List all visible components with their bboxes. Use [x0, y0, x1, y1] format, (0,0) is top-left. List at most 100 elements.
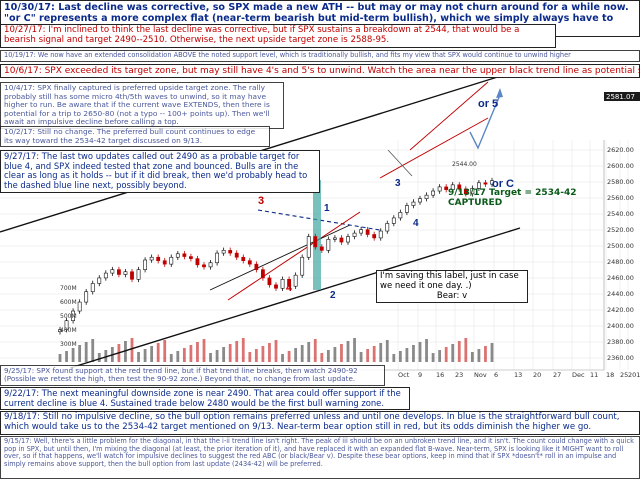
volume-bar — [150, 346, 154, 362]
saving-label-note: I'm saving this label, just in case we n… — [376, 270, 528, 304]
price-tag-bg — [604, 92, 640, 101]
candle-body — [280, 279, 285, 289]
volume-bar — [261, 346, 265, 362]
volume-bar — [65, 351, 68, 362]
low-tag: 2544.00 — [452, 161, 477, 168]
candle-body — [437, 186, 442, 192]
lower-black-trendline — [69, 227, 521, 369]
volume-bar — [156, 343, 160, 362]
volume-bar — [281, 354, 284, 362]
candle-body — [123, 271, 128, 275]
wave-label-3: 3 — [395, 178, 401, 189]
projection-arrowhead — [496, 88, 503, 98]
candle-body — [450, 184, 455, 190]
y-tick-label: 2600.00 — [607, 162, 634, 170]
candle-body — [182, 253, 187, 257]
volume-bar — [163, 340, 167, 362]
candle-body — [241, 256, 246, 261]
volume-bar — [71, 348, 75, 362]
candle-body — [71, 310, 75, 321]
y-tick-label: 2560.00 — [607, 194, 634, 202]
x-tick-label: 2018 — [628, 371, 640, 379]
volume-bar — [248, 352, 252, 362]
teal-zone — [313, 180, 321, 290]
candle-body — [424, 194, 429, 199]
x-tick-label: 9 — [418, 371, 422, 379]
candle-body — [365, 229, 370, 235]
volume-bar — [104, 350, 108, 362]
candle-body — [254, 263, 259, 270]
volume-bar — [196, 342, 199, 362]
candle-body — [313, 236, 318, 248]
x-tick-label: 13 — [514, 371, 522, 379]
candle-body — [234, 252, 239, 258]
candle-body — [84, 291, 89, 303]
candle-body — [117, 269, 121, 275]
candle-body — [274, 284, 278, 289]
wave-label-orC: or C — [492, 178, 514, 190]
volume-bars — [58, 338, 494, 362]
candle-body — [444, 186, 449, 190]
price-tag: 2581.07 — [606, 93, 635, 101]
volume-bar — [444, 347, 448, 362]
volume-bar — [254, 349, 258, 362]
candle-body — [490, 180, 494, 185]
y-tick-label: 2520.00 — [607, 226, 634, 234]
x-axis-ticks: Oct 9 16 23 Nov 6 13 20 27 Dec 11 18 252018 — [398, 371, 640, 379]
candle-body — [398, 212, 403, 219]
x-tick-label: 16 — [436, 371, 444, 379]
volume-bar — [320, 353, 324, 362]
candle-body — [431, 190, 435, 196]
candle-body — [352, 232, 357, 237]
candle-body — [457, 184, 462, 190]
y-tick-label: 2440.00 — [607, 290, 634, 298]
wave-label-red-3: 3 — [258, 195, 265, 207]
volume-bar — [294, 348, 298, 362]
volume-bar — [78, 345, 82, 362]
note-09-27: 9/27/17: The last two updates called out… — [0, 150, 320, 193]
note-10-06: 10/6/17: SPX exceeded its target zone, b… — [0, 64, 640, 79]
projection-path — [469, 94, 501, 150]
candle-body — [97, 277, 102, 284]
y-tick-label: 2360.00 — [607, 354, 634, 362]
volume-bar — [425, 339, 428, 362]
volume-bar — [58, 354, 62, 362]
candle-body — [64, 320, 69, 330]
candle-body — [391, 217, 396, 224]
volume-bar — [398, 351, 402, 362]
price-candles — [58, 177, 494, 335]
candle-body — [300, 256, 305, 276]
candle-body — [339, 237, 344, 243]
candle-body — [202, 264, 206, 268]
volume-bar — [385, 340, 389, 362]
volume-bar — [359, 352, 363, 362]
candle-body — [326, 239, 331, 251]
bear-v-text: Bear: v — [436, 290, 468, 301]
candle-body — [405, 205, 409, 213]
volume-bar — [130, 338, 134, 362]
candle-body — [110, 269, 115, 274]
candle-body — [470, 187, 475, 195]
candle-body — [162, 260, 167, 265]
volume-bar — [209, 353, 212, 362]
volume-bar — [477, 349, 481, 362]
volume-bar — [143, 349, 147, 362]
y-axis-ticks: 2620.00 2600.00 2580.00 2560.00 2540.00 2520.… — [607, 146, 634, 362]
candle-body — [156, 256, 161, 261]
candle-body — [385, 223, 390, 232]
x-tick-label: 18 — [606, 371, 614, 379]
candle-body — [175, 253, 180, 258]
volume-bar — [189, 345, 193, 362]
candle-body — [77, 301, 82, 312]
volume-tick-label: 700M — [60, 285, 77, 292]
volume-bar — [333, 347, 337, 362]
volume-bar — [84, 342, 88, 362]
x-tick-label: Dec — [572, 371, 585, 379]
volume-bar — [97, 353, 101, 362]
volume-bar — [137, 352, 140, 362]
candle-body — [208, 262, 213, 268]
y-tick-label: 2460.00 — [607, 274, 634, 282]
volume-bar — [215, 350, 219, 362]
volume-bar — [307, 342, 311, 362]
volume-bar — [379, 343, 383, 362]
